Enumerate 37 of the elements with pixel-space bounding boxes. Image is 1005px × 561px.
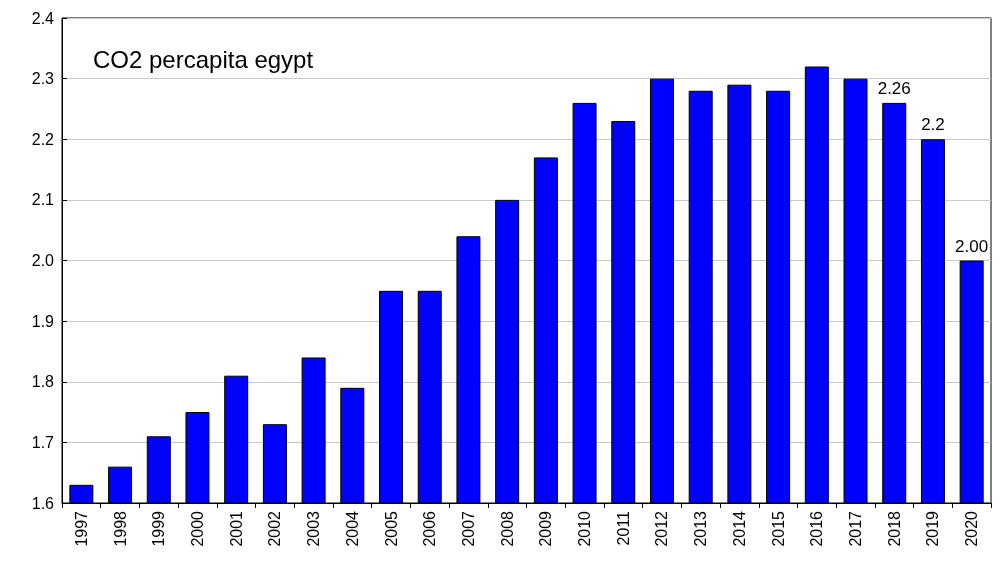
x-tick-label: 2014 [730, 510, 748, 547]
x-tick-label: 2006 [421, 510, 439, 547]
x-tick-label: 1997 [72, 510, 90, 547]
y-tick-label: 1.6 [31, 494, 55, 512]
y-tick-label: 1.9 [31, 312, 55, 330]
data-label: 2.26 [877, 78, 911, 98]
x-tick-label: 2015 [769, 510, 787, 547]
x-tick-label: 2008 [498, 510, 516, 547]
y-tick-label: 2.0 [31, 252, 55, 269]
y-tick-label: 2.2 [31, 130, 55, 148]
text: CO2 percapita egypt [93, 45, 314, 73]
x-tick-label: 2018 [885, 510, 903, 547]
x-tick-label: 2013 [692, 510, 710, 547]
x-tick-label: 2002 [266, 510, 284, 547]
y-tick-label: 1.7 [31, 433, 55, 451]
x-tick-label: 2004 [343, 510, 361, 547]
x-tick-label: 2011 [614, 510, 632, 546]
data-label: 2.00 [955, 236, 989, 256]
data-label: 2.2 [921, 115, 945, 135]
x-tick-label: 2000 [188, 510, 206, 547]
y-tick-label: 2.4 [31, 9, 55, 27]
x-tick-label: 2020 [963, 510, 981, 547]
y-tick-label: 2.3 [31, 70, 55, 88]
x-tick-label: 1998 [111, 510, 129, 547]
x-tick-label: 2016 [808, 510, 826, 547]
x-tick-label: 2001 [227, 510, 245, 547]
x-tick-label: 2003 [305, 510, 323, 547]
x-tick-label: 2012 [653, 510, 671, 547]
x-tick-label: 2019 [924, 510, 942, 547]
y-tick-label: 2.1 [31, 191, 55, 209]
x-tick-label: 2005 [382, 510, 400, 547]
x-tick-label: 2009 [537, 510, 555, 547]
x-tick-label: 2017 [847, 510, 865, 547]
x-tick-label: 1999 [150, 510, 168, 547]
x-tick-label: 2010 [576, 510, 594, 547]
x-tick-label: 2007 [459, 510, 477, 547]
y-tick-label: 1.8 [31, 373, 55, 391]
